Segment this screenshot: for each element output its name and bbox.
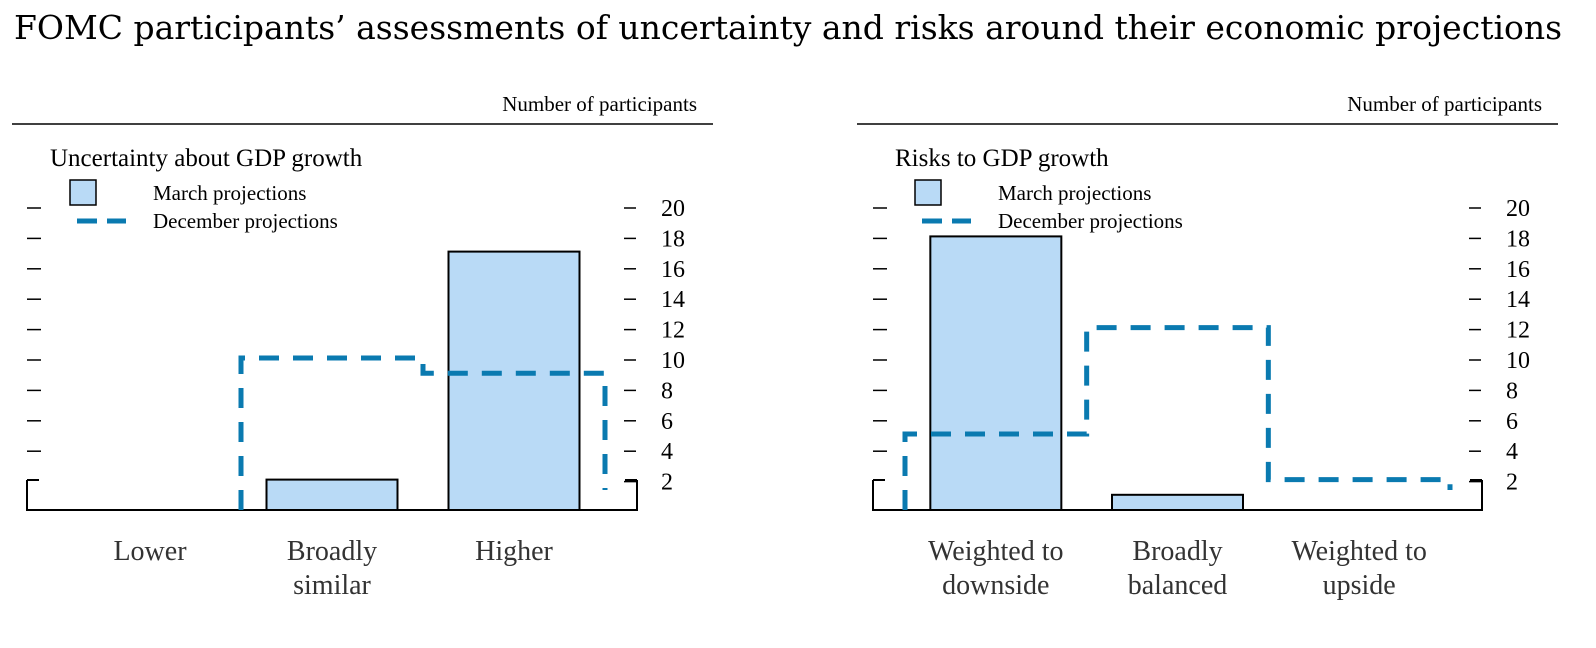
y-tick-label: 4 — [661, 439, 673, 465]
y-tick-label: 16 — [1506, 257, 1530, 283]
x-category-label: Lower — [113, 536, 187, 567]
x-category-label: downside — [942, 570, 1049, 601]
y-tick-label: 20 — [661, 196, 685, 222]
page-title: FOMC participants’ assessments of uncert… — [14, 8, 1563, 47]
bar-march-3 — [447, 250, 581, 511]
bar-march-2 — [265, 478, 399, 512]
y-tick-label: 10 — [661, 348, 685, 374]
y-tick-label: 2 — [1506, 470, 1518, 496]
x-category-label: Weighted to — [1291, 536, 1426, 567]
y-tick-label: 16 — [661, 257, 685, 283]
x-category-label: Higher — [475, 536, 553, 567]
bar-march-2 — [1111, 493, 1244, 511]
y-tick-label: 8 — [661, 378, 673, 404]
y-tick-label: 4 — [1506, 439, 1518, 465]
panel-title: Risks to GDP growth — [895, 145, 1109, 172]
y-tick-label: 18 — [661, 226, 685, 252]
december-outline — [902, 325, 1453, 510]
chart-panel-uncertainty: Number of participants Uncertainty about … — [12, 92, 713, 601]
chart-panel-risks: Number of participants Risks to GDP growt… — [857, 92, 1558, 601]
y-tick-label: 2 — [661, 470, 673, 496]
y-tick-label: 20 — [1506, 196, 1530, 222]
x-category-label: similar — [293, 570, 371, 601]
y-tick-label: 12 — [1506, 318, 1530, 344]
legend-label-march: March projections — [998, 181, 1151, 205]
x-category-label: Broadly — [287, 536, 377, 567]
legend-label-december: December projections — [998, 209, 1183, 233]
x-category-label: upside — [1323, 570, 1396, 601]
panel-title: Uncertainty about GDP growth — [50, 145, 363, 172]
legend-label-december: December projections — [153, 209, 338, 233]
x-category-label: Broadly — [1132, 536, 1222, 567]
y-axis-label: Number of participants — [1347, 92, 1542, 116]
y-tick-label: 6 — [1506, 409, 1518, 435]
y-axis-label: Number of participants — [502, 92, 697, 116]
y-tick-label: 14 — [661, 287, 685, 313]
legend-swatch-march — [914, 179, 942, 206]
legend-swatch-march — [69, 179, 97, 206]
legend-label-march: March projections — [153, 181, 306, 205]
y-tick-label: 8 — [1506, 378, 1518, 404]
y-tick-label: 18 — [1506, 226, 1530, 252]
y-tick-label: 6 — [661, 409, 673, 435]
x-category-label: Weighted to — [928, 536, 1063, 567]
y-tick-label: 10 — [1506, 348, 1530, 374]
bar-march-1 — [929, 235, 1063, 511]
y-tick-label: 12 — [661, 318, 685, 344]
x-category-label: balanced — [1128, 570, 1228, 601]
december-outline — [238, 355, 608, 510]
y-tick-label: 14 — [1506, 287, 1530, 313]
